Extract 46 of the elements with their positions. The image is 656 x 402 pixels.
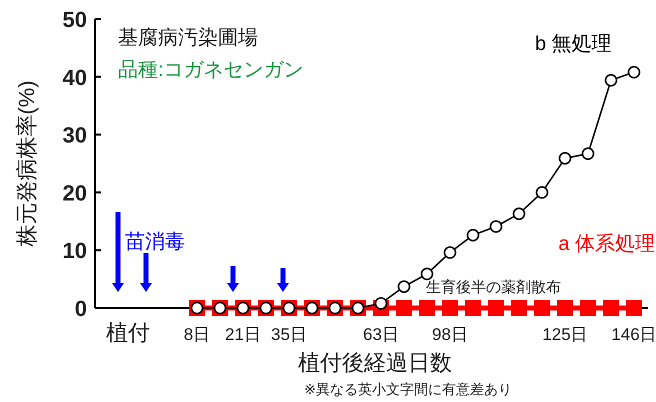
point: [442, 300, 458, 316]
point: [444, 246, 456, 259]
point: [465, 300, 481, 316]
x-tick-label: 35日: [271, 325, 307, 344]
point: [536, 186, 548, 199]
point: [604, 74, 618, 87]
y-tick-label: 30: [62, 122, 87, 148]
annotation: 生育後半の薬剤散布: [426, 279, 561, 296]
point: [511, 300, 527, 316]
x-tick-label: 植付: [106, 320, 150, 345]
text: ※異なる英小文字間に有意差あり: [304, 381, 512, 397]
point: [580, 300, 596, 316]
y-tick-label: 50: [62, 7, 87, 32]
y-tick-label: 40: [62, 64, 87, 90]
point: [603, 300, 619, 316]
y-tick-label: 0: [74, 296, 87, 321]
point: [534, 300, 550, 316]
point: [626, 300, 642, 316]
y-axis-title: 株元発病株率(%): [14, 80, 39, 248]
point: [420, 268, 434, 280]
annotation: 基腐病汚染圃場: [118, 27, 258, 49]
point: [374, 297, 388, 310]
x-tick-label: 98日: [432, 325, 468, 344]
x-axis-title: 植付後経過日数: [298, 350, 452, 375]
point: [398, 280, 410, 293]
y-tick-label: 20: [62, 180, 87, 206]
point: [488, 300, 504, 316]
point: [490, 220, 502, 233]
annotation: 苗消毒: [125, 231, 185, 253]
text: a 体系処理: [558, 233, 655, 255]
point: [582, 147, 594, 160]
point: [557, 300, 573, 316]
point: [628, 66, 640, 78]
point: [558, 152, 572, 165]
x-tick-label: 125日: [542, 325, 588, 344]
point: [512, 207, 526, 220]
x-tick-label: 146日: [611, 325, 656, 344]
point: [419, 300, 435, 316]
x-tick-label: 8日: [184, 325, 210, 344]
series-label: b 無処理: [535, 33, 612, 55]
annotation: 品種:コガネセンガン: [118, 59, 304, 81]
y-tick-label: 10: [62, 238, 87, 264]
point: [466, 228, 480, 242]
point: [396, 300, 412, 316]
x-tick-label: 63日: [363, 325, 399, 344]
x-tick-label: 21日: [225, 325, 261, 344]
